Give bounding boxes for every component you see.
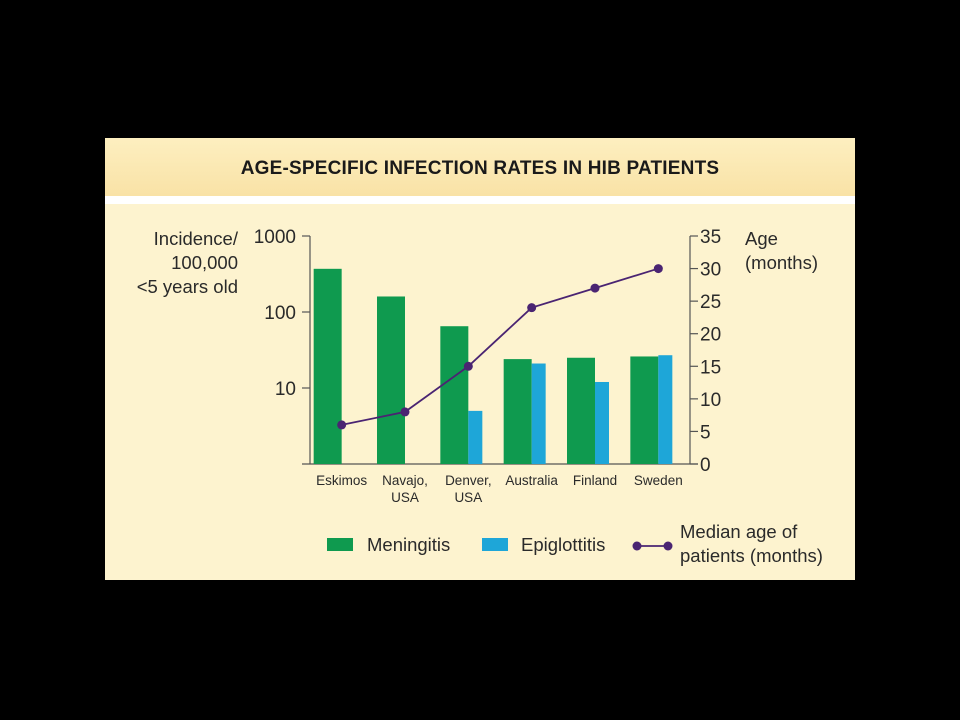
right-tick-label: 30 [700,260,721,281]
median-age-point [527,303,537,313]
legend-marker-median-age [632,541,642,551]
left-tick-label: 10 [275,379,296,400]
category-label: Denver, [445,473,492,488]
legend-swatch-epiglottitis [482,538,508,551]
left-axis-label: 100,000 [171,252,238,273]
right-tick-label: 20 [700,325,721,346]
epiglottitis-bar [595,381,609,464]
left-axis-label: <5 years old [137,276,238,297]
category-label: Finland [573,473,617,488]
right-tick-label: 5 [700,422,711,443]
title-divider [105,196,855,204]
chart-plot: 10 100 1000 0 5 10 15 20 25 30 35 Incidence/100,000… [137,227,823,566]
legend-label-median-age: Median age of [680,521,798,542]
epiglottitis-bar [658,355,673,464]
left-tick-label: 100 [264,303,296,324]
median-age-point [653,264,663,274]
category-label: USA [454,490,482,505]
right-tick-label: 15 [700,357,721,378]
legend-marker-median-age [663,541,673,551]
median-age-line [341,267,659,426]
right-tick-label: 25 [700,292,721,313]
right-tick-label: 0 [700,455,711,476]
left-tick-label: 1000 [254,227,296,248]
title-band [105,138,855,196]
chart-slide: AGE-SPECIFIC INFECTION RATES IN HIB PATI… [105,138,855,580]
left-axis-label: Incidence/ [154,228,239,249]
meningitis-bar [567,357,595,464]
legend-label-meningitis: Meningitis [367,534,450,555]
right-axis-label: Age [745,228,778,249]
epiglottitis-bar [468,410,483,464]
legend-label-epiglottitis: Epiglottitis [521,534,605,555]
epiglottitis-bar [531,363,546,464]
meningitis-bar [313,268,342,464]
right-axis-label: (months) [745,252,818,273]
category-label: Sweden [634,473,683,488]
meningitis-bar [503,359,532,464]
meningitis-bar [377,296,405,464]
meningitis-bar [630,356,659,464]
legend-label-median-age: patients (months) [680,545,823,566]
median-age-point [463,361,473,371]
legend-swatch-meningitis [327,538,353,551]
category-label: USA [391,490,419,505]
category-label: Eskimos [316,473,367,488]
median-age-point [337,420,347,430]
right-tick-label: 35 [700,227,721,248]
median-age-point [590,283,600,293]
chart-title: AGE-SPECIFIC INFECTION RATES IN HIB PATI… [240,158,720,179]
category-label: Australia [505,473,558,488]
median-age-point [400,407,410,417]
category-label: Navajo, [382,473,428,488]
right-tick-label: 10 [700,390,721,411]
meningitis-bar [440,326,469,464]
